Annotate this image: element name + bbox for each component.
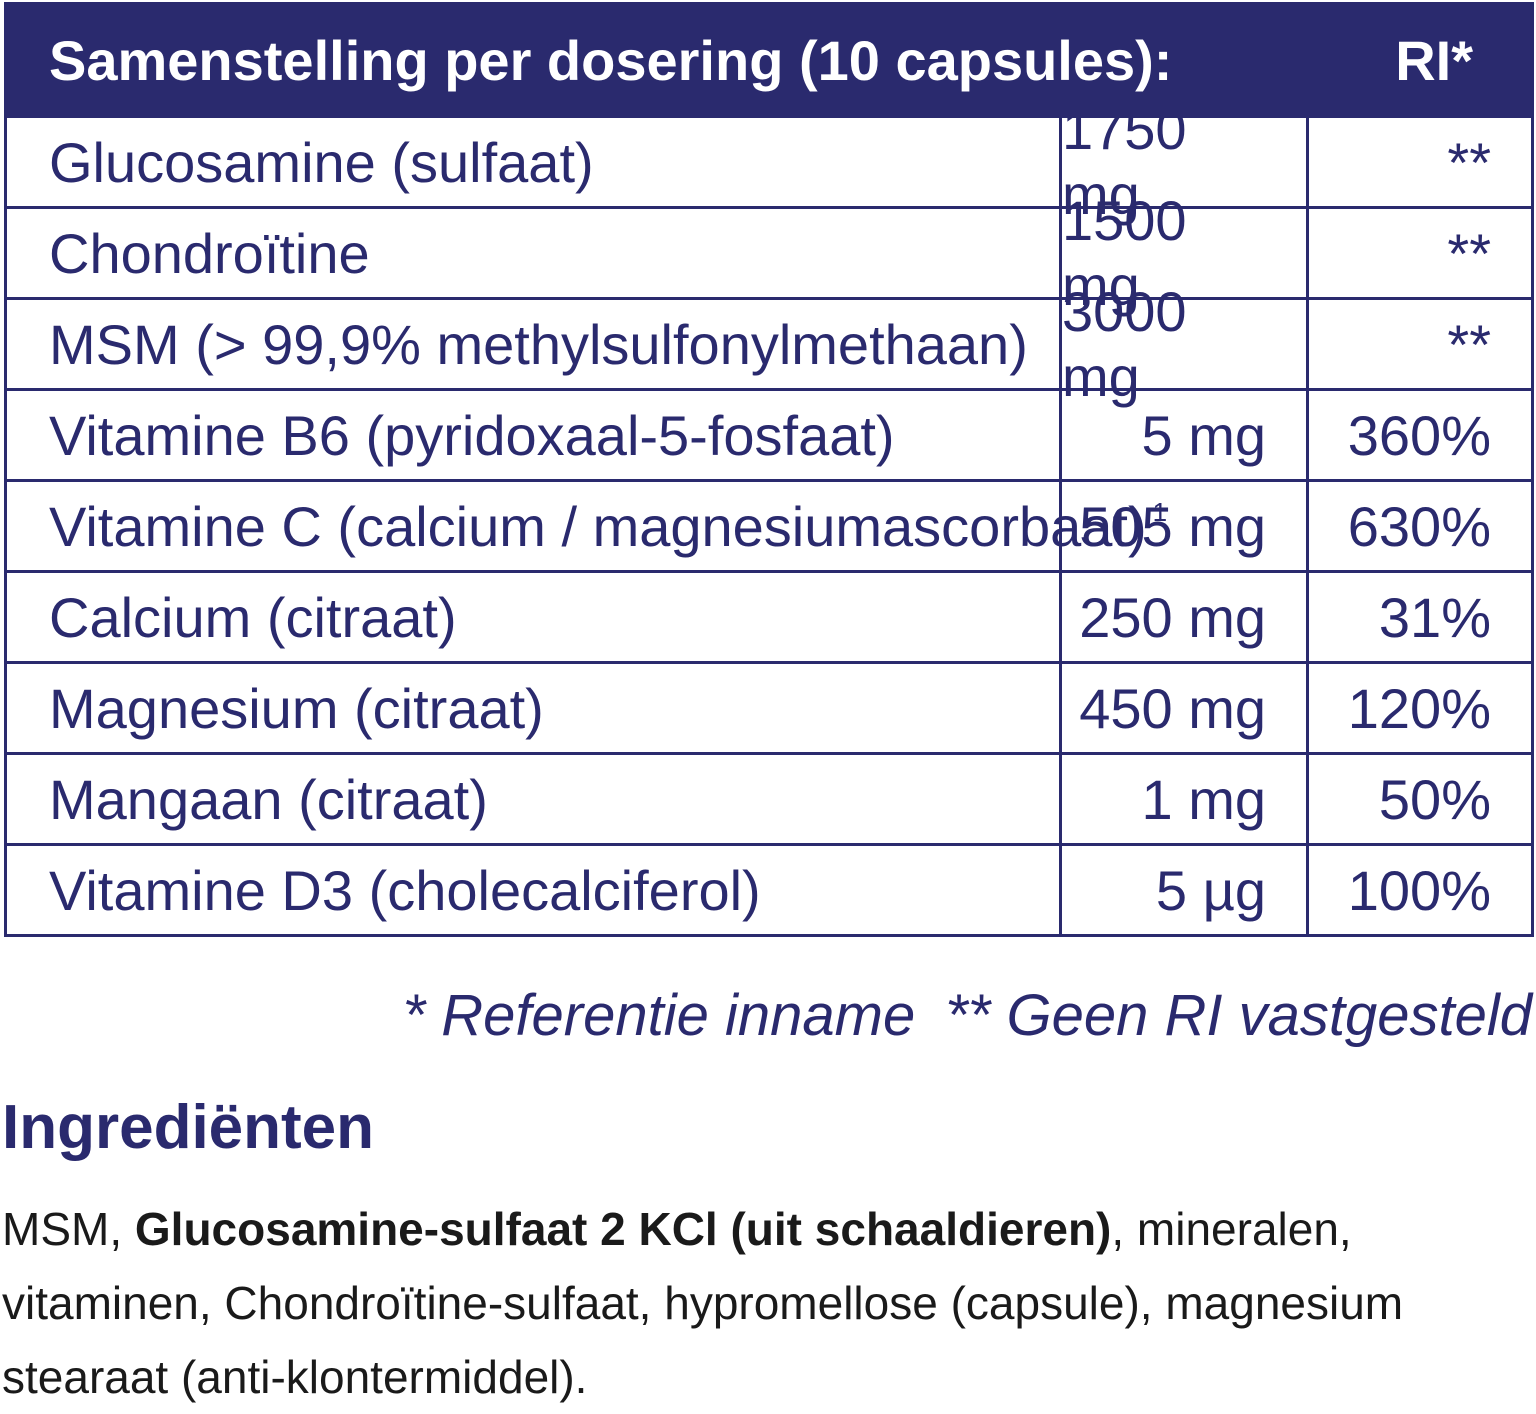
table-row: MSM (> 99,9% methylsulfonylmethaan) 3000…	[7, 280, 1531, 408]
ingredient-ri: 120%	[1347, 676, 1491, 740]
ingredient-name: Mangaan (citraat)	[7, 755, 1062, 843]
ingredients-rest: , mineralen, vitaminen, Chondroïtine-sul…	[2, 1203, 1404, 1403]
ingredients-bold: Glucosamine-sulfaat 2 KCl (uit schaaldie…	[134, 1203, 1112, 1255]
ingredient-ri: **	[1447, 312, 1491, 376]
footnote-no-ri: ** Geen RI vastgesteld	[945, 983, 1532, 1048]
ingredient-ri: 31%	[1378, 585, 1491, 649]
ingredient-amount: 3000 mg	[1062, 280, 1309, 408]
footnote-ri: * Referentie inname	[402, 983, 916, 1048]
composition-table: Samenstelling per dosering (10 capsules)…	[4, 2, 1534, 937]
ingredient-amount: 1 mg	[1062, 755, 1309, 843]
ingredient-amount: 250 mg	[1062, 573, 1309, 661]
footnote: * Referentie inname ** Geen RI vastgestel…	[403, 982, 1532, 1049]
table-row: Vitamine B6 (pyridoxaal-5-fosfaat) 5 mg …	[7, 388, 1531, 479]
table-row: Vitamine C (calcium / magnesiumascorbaat…	[7, 479, 1531, 570]
table-row: Magnesium (citraat) 450 mg 120%	[7, 661, 1531, 752]
header-ri: RI*	[1395, 28, 1473, 92]
table-row: Vitamine D3 (cholecalciferol) 5 µg 100%	[7, 843, 1531, 934]
ingredient-name: Calcium (citraat)	[7, 573, 1062, 661]
ingredient-amount: 505 mg	[1062, 482, 1309, 570]
ingredient-ri: 360%	[1347, 403, 1491, 467]
ingredient-name: Magnesium (citraat)	[7, 664, 1062, 752]
ingredient-name: Vitamine D3 (cholecalciferol)	[7, 846, 1062, 934]
table-row: Mangaan (citraat) 1 mg 50%	[7, 752, 1531, 843]
ingredient-name: Vitamine C (calcium / magnesiumascorbaat…	[7, 482, 1167, 570]
ingredients-text: MSM, Glucosamine-sulfaat 2 KCl (uit scha…	[2, 1192, 1522, 1414]
table-row: Chondroïtine 1500 mg **	[7, 189, 1531, 317]
ingredient-amount: 5 mg	[1062, 391, 1309, 479]
table-row: Calcium (citraat) 250 mg 31%	[7, 570, 1531, 661]
ingredient-name: Glucosamine (sulfaat)	[7, 118, 1062, 206]
ingredient-name: MSM (> 99,9% methylsulfonylmethaan)	[7, 300, 1062, 388]
ingredient-amount: 5 µg	[1062, 846, 1309, 934]
ingredient-ri: **	[1447, 130, 1491, 194]
footnote-marker: 1	[1152, 496, 1168, 527]
ingredient-name: Chondroïtine	[7, 209, 1062, 297]
ingredient-ri: 100%	[1347, 858, 1491, 922]
table-header: Samenstelling per dosering (10 capsules)…	[7, 5, 1531, 115]
header-title: Samenstelling per dosering (10 capsules)…	[49, 28, 1173, 92]
ingredients-prefix: MSM,	[2, 1203, 135, 1255]
table-row: Glucosamine (sulfaat) 1750 mg **	[7, 98, 1531, 226]
ingredient-ri: **	[1447, 221, 1491, 285]
ingredients-title: Ingrediënten	[2, 1093, 375, 1162]
ingredient-ri: 50%	[1378, 767, 1491, 831]
ingredient-name: Vitamine B6 (pyridoxaal-5-fosfaat)	[7, 391, 1062, 479]
ingredient-ri: 630%	[1347, 494, 1491, 558]
ingredient-amount: 450 mg	[1062, 664, 1309, 752]
